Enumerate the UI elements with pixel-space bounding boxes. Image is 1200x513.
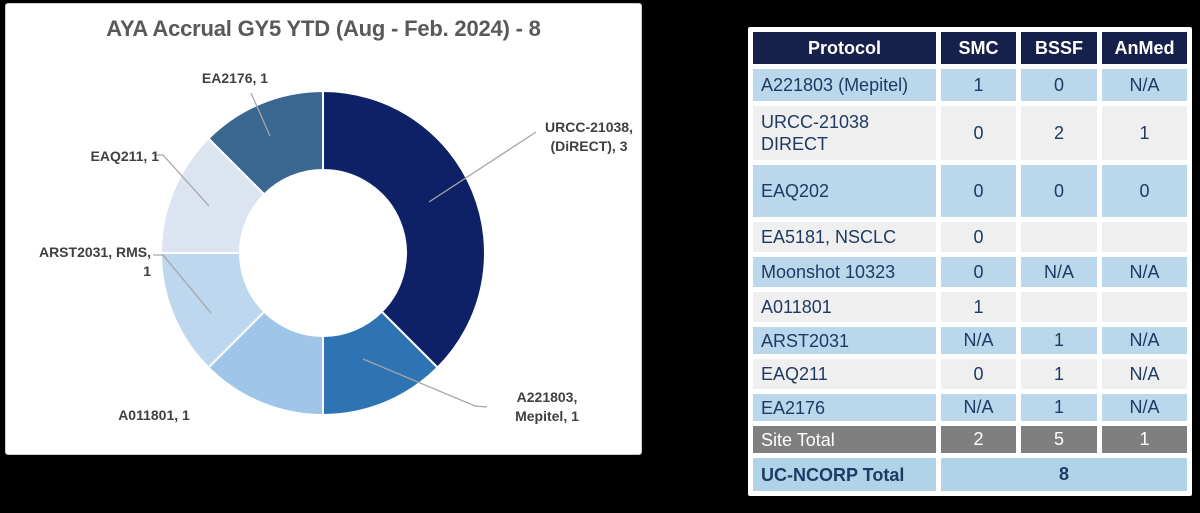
cell-smc: 0 bbox=[941, 222, 1016, 252]
cell-bssf: 2 bbox=[1021, 106, 1097, 160]
table-row: EA2176 N/A 1 N/A bbox=[753, 394, 1187, 421]
column-header-bssf: BSSF bbox=[1021, 32, 1097, 64]
cell-smc: 1 bbox=[941, 292, 1016, 322]
table-row: Moonshot 10323 0 N/A N/A bbox=[753, 257, 1187, 287]
leader-line-arst bbox=[153, 254, 212, 314]
leader-line-ea2176 bbox=[250, 92, 271, 137]
cell-anmed: 0 bbox=[1102, 165, 1187, 217]
cell-anmed: N/A bbox=[1102, 394, 1187, 421]
cell-bssf: N/A bbox=[1021, 257, 1097, 287]
cell-protocol: EAQ211 bbox=[753, 359, 936, 389]
cell-smc: N/A bbox=[941, 394, 1016, 421]
donut-chart bbox=[153, 89, 537, 417]
leader-line-eaq211 bbox=[154, 154, 210, 207]
cell-anmed: 1 bbox=[1102, 106, 1187, 160]
cell-protocol: EA5181, NSCLC bbox=[753, 222, 936, 252]
site-total-smc: 2 bbox=[941, 426, 1016, 453]
table-row: ARST2031 N/A 1 N/A bbox=[753, 327, 1187, 354]
cell-protocol: A011801 bbox=[753, 292, 936, 322]
donut-label-eaq211: EAQ211, 1 bbox=[90, 148, 160, 164]
donut-segment-0 bbox=[322, 89, 486, 369]
donut-segments bbox=[159, 89, 486, 417]
cell-smc: 0 bbox=[941, 165, 1016, 217]
table-row: A221803 (Mepitel) 1 0 N/A bbox=[753, 69, 1187, 101]
accrual-table: Protocol SMC BSSF AnMed A221803 (Mepitel… bbox=[748, 27, 1192, 496]
donut-label-urcc-21038: URCC-21038, (DiRECT), 3 bbox=[545, 119, 633, 154]
table-row: EA5181, NSCLC 0 bbox=[753, 222, 1187, 252]
cell-anmed bbox=[1102, 292, 1187, 322]
cell-bssf: 1 bbox=[1021, 359, 1097, 389]
accrual-table-panel: Protocol SMC BSSF AnMed A221803 (Mepitel… bbox=[748, 27, 1192, 496]
donut-label-arst2031: ARST2031, RMS, 1 bbox=[38, 244, 151, 279]
leader-lines bbox=[153, 92, 537, 408]
table-row: EAQ202 0 0 0 bbox=[753, 165, 1187, 217]
cell-bssf: 1 bbox=[1021, 394, 1097, 421]
cell-bssf: 1 bbox=[1021, 327, 1097, 354]
donut-segment-5 bbox=[207, 89, 324, 196]
column-header-protocol: Protocol bbox=[753, 32, 936, 64]
donut-label-a221803: A221803, Mepitel, 1 bbox=[515, 389, 579, 424]
table-row: URCC-21038 DIRECT 0 2 1 bbox=[753, 106, 1187, 160]
column-header-anmed: AnMed bbox=[1102, 32, 1187, 64]
cell-bssf: 0 bbox=[1021, 165, 1097, 217]
column-header-smc: SMC bbox=[941, 32, 1016, 64]
cell-smc: 0 bbox=[941, 359, 1016, 389]
table-row: EAQ211 0 1 N/A bbox=[753, 359, 1187, 389]
donut-chart-panel: AYA Accrual GY5 YTD (Aug - Feb. 2024) - … bbox=[5, 3, 642, 455]
cell-anmed bbox=[1102, 222, 1187, 252]
site-total-bssf: 5 bbox=[1021, 426, 1097, 453]
cell-anmed: N/A bbox=[1102, 69, 1187, 101]
cell-smc: N/A bbox=[941, 327, 1016, 354]
donut-label-ea2176: EA2176, 1 bbox=[201, 70, 269, 86]
chart-title: AYA Accrual GY5 YTD (Aug - Feb. 2024) - … bbox=[106, 16, 541, 41]
cell-bssf: 0 bbox=[1021, 69, 1097, 101]
cell-protocol: A221803 (Mepitel) bbox=[753, 69, 936, 101]
uc-ncorp-total-label: UC-NCORP Total bbox=[753, 458, 936, 491]
cell-anmed: N/A bbox=[1102, 359, 1187, 389]
cell-smc: 0 bbox=[941, 106, 1016, 160]
uc-ncorp-total-row: UC-NCORP Total 8 bbox=[753, 458, 1187, 491]
cell-protocol: EA2176 bbox=[753, 394, 936, 421]
uc-ncorp-total-value: 8 bbox=[941, 458, 1187, 491]
leader-line-urcc bbox=[428, 131, 537, 203]
cell-protocol: URCC-21038 DIRECT bbox=[753, 106, 936, 160]
cell-smc: 1 bbox=[941, 69, 1016, 101]
table-body: A221803 (Mepitel) 1 0 N/A URCC-21038 DIRECT 0… bbox=[753, 69, 1187, 421]
site-total-label: Site Total bbox=[753, 426, 936, 453]
cell-anmed: N/A bbox=[1102, 327, 1187, 354]
cell-bssf bbox=[1021, 292, 1097, 322]
leader-line-a221803 bbox=[362, 358, 488, 408]
site-total-row: Site Total 2 5 1 bbox=[753, 426, 1187, 453]
table-header-row: Protocol SMC BSSF AnMed bbox=[753, 32, 1187, 64]
site-total-anmed: 1 bbox=[1102, 426, 1187, 453]
table-row: A011801 1 bbox=[753, 292, 1187, 322]
cell-protocol: EAQ202 bbox=[753, 165, 936, 217]
cell-protocol: ARST2031 bbox=[753, 327, 936, 354]
cell-protocol: Moonshot 10323 bbox=[753, 257, 936, 287]
cell-anmed: N/A bbox=[1102, 257, 1187, 287]
cell-bssf bbox=[1021, 222, 1097, 252]
donut-label-a011801: A011801, 1 bbox=[118, 407, 190, 423]
cell-smc: 0 bbox=[941, 257, 1016, 287]
